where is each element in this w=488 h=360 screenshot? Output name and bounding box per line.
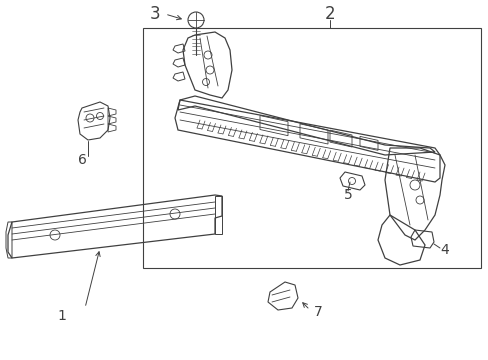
Bar: [142, 28, 480, 268]
Text: 1: 1: [58, 309, 66, 323]
Text: 4: 4: [440, 243, 448, 257]
Text: 6: 6: [78, 153, 86, 167]
Text: 5: 5: [343, 188, 352, 202]
Text: 2: 2: [324, 5, 335, 23]
Text: 7: 7: [313, 305, 322, 319]
Text: 3: 3: [149, 5, 160, 23]
